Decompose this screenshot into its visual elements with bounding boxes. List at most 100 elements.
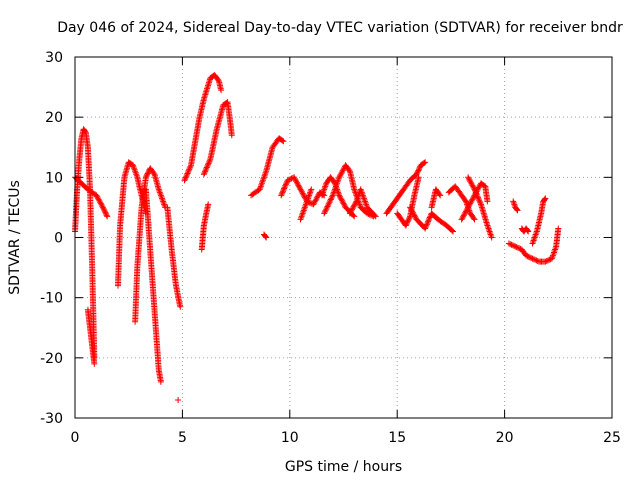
data-point-segment bbox=[151, 306, 162, 372]
data-point-segment bbox=[512, 243, 524, 252]
data-point-segment bbox=[435, 216, 449, 228]
data-point-segment bbox=[142, 186, 154, 251]
data-point-segment bbox=[304, 186, 315, 205]
data-point-segment bbox=[151, 171, 162, 191]
y-tick-label: -10 bbox=[40, 291, 63, 307]
data-point-segment bbox=[284, 174, 296, 184]
data-point-segment bbox=[80, 126, 88, 135]
data-point-segment bbox=[192, 115, 203, 145]
data-point-segment bbox=[411, 174, 422, 199]
x-tick-label: 20 bbox=[496, 430, 514, 446]
data-point-segment bbox=[364, 204, 379, 220]
data-point-segment bbox=[452, 183, 464, 198]
data-point-segment bbox=[155, 186, 166, 203]
data-point-segment bbox=[93, 192, 106, 210]
data-point-segment bbox=[432, 186, 444, 199]
data-point bbox=[175, 396, 182, 403]
data-point-segment bbox=[121, 160, 132, 181]
data-point-segment bbox=[82, 129, 91, 149]
data-point-segment bbox=[147, 246, 158, 312]
y-tick-label: 20 bbox=[45, 110, 63, 126]
data-point-segment bbox=[478, 201, 490, 227]
y-tick-label: 0 bbox=[54, 231, 63, 247]
data-point-segment bbox=[533, 211, 544, 235]
data-point-segment bbox=[465, 174, 477, 191]
data-point-segment bbox=[443, 222, 456, 235]
data-point-segment bbox=[278, 178, 291, 199]
y-tick-label: -20 bbox=[40, 351, 63, 367]
data-point-segment bbox=[84, 186, 99, 198]
data-point-segment bbox=[84, 306, 93, 330]
data-point-segment bbox=[407, 172, 419, 184]
data-point-segment bbox=[342, 162, 353, 174]
data-point-segment bbox=[329, 175, 342, 199]
data-point-segment bbox=[200, 201, 212, 229]
data-point-segment bbox=[125, 159, 135, 168]
x-axis-label: GPS time / hours bbox=[285, 459, 402, 475]
data-point-segment bbox=[134, 206, 145, 271]
data-point-segment bbox=[297, 199, 310, 223]
data-point-segment bbox=[346, 168, 357, 191]
data-point-segment bbox=[346, 199, 359, 217]
data-point-segment bbox=[147, 165, 157, 177]
data-point-segment bbox=[200, 157, 213, 178]
data-point-segment bbox=[357, 186, 370, 209]
data-point-segment bbox=[471, 186, 484, 206]
data-point-segment bbox=[117, 175, 128, 229]
data-point-segment bbox=[261, 231, 270, 241]
data-point-segment bbox=[417, 159, 429, 169]
data-point-segment bbox=[132, 266, 141, 325]
data-point-segment bbox=[291, 174, 303, 191]
data-point-segment bbox=[211, 72, 222, 83]
data-point-segment bbox=[226, 114, 235, 139]
data-point-segment bbox=[207, 127, 220, 163]
data-point-segment bbox=[134, 174, 145, 197]
data-point-segment bbox=[413, 163, 424, 178]
y-tick-label: -30 bbox=[40, 411, 63, 427]
data-point-segment bbox=[78, 180, 90, 192]
data-point-segment bbox=[484, 222, 495, 241]
data-point-segment bbox=[407, 204, 419, 222]
x-tick-label: 5 bbox=[178, 430, 187, 446]
x-tick-label: 10 bbox=[281, 430, 299, 446]
data-point-segment bbox=[465, 193, 477, 211]
x-tick-label: 25 bbox=[603, 430, 621, 446]
data-point-segment bbox=[392, 187, 406, 205]
grid-lines bbox=[75, 57, 612, 418]
data-point-segment bbox=[89, 342, 98, 367]
data-point-segment bbox=[394, 210, 404, 222]
data-point-segment bbox=[99, 204, 111, 220]
data-point-segment bbox=[482, 183, 491, 205]
data-point-segment bbox=[542, 256, 554, 265]
data-point-segment bbox=[200, 76, 213, 103]
data-point-segment bbox=[215, 78, 225, 94]
data-point-segment bbox=[383, 199, 398, 217]
data-point-segment bbox=[422, 211, 434, 232]
tick-marks bbox=[74, 56, 613, 419]
data-point-segment bbox=[548, 245, 559, 262]
data-point-segment bbox=[458, 192, 469, 204]
data-point-segment bbox=[478, 180, 488, 189]
data-point-segment bbox=[523, 225, 532, 235]
data-point-segment bbox=[155, 366, 164, 385]
y-tick-label: 30 bbox=[45, 50, 63, 66]
data-point-segment bbox=[256, 169, 269, 193]
data-point-segment bbox=[518, 246, 529, 258]
data-point-segment bbox=[115, 224, 124, 289]
data-point-segment bbox=[553, 225, 562, 250]
y-tick-label: 10 bbox=[45, 170, 63, 186]
data-point-segment bbox=[458, 205, 471, 223]
data-point-segment bbox=[84, 144, 93, 191]
data-point-segment bbox=[164, 204, 175, 251]
data-point-segment bbox=[529, 255, 541, 264]
data-point-segment bbox=[357, 204, 370, 216]
tick-labels: 0 5 10 15 20 25 -30 -20 -10 0 10 20 30 bbox=[40, 50, 621, 446]
data-point-segment bbox=[327, 174, 337, 186]
data-point-segment bbox=[248, 187, 262, 199]
data-point-segment bbox=[168, 246, 179, 288]
data-point-segment bbox=[263, 145, 276, 175]
data-point-segment bbox=[467, 210, 478, 223]
data-point-segment bbox=[173, 282, 184, 310]
